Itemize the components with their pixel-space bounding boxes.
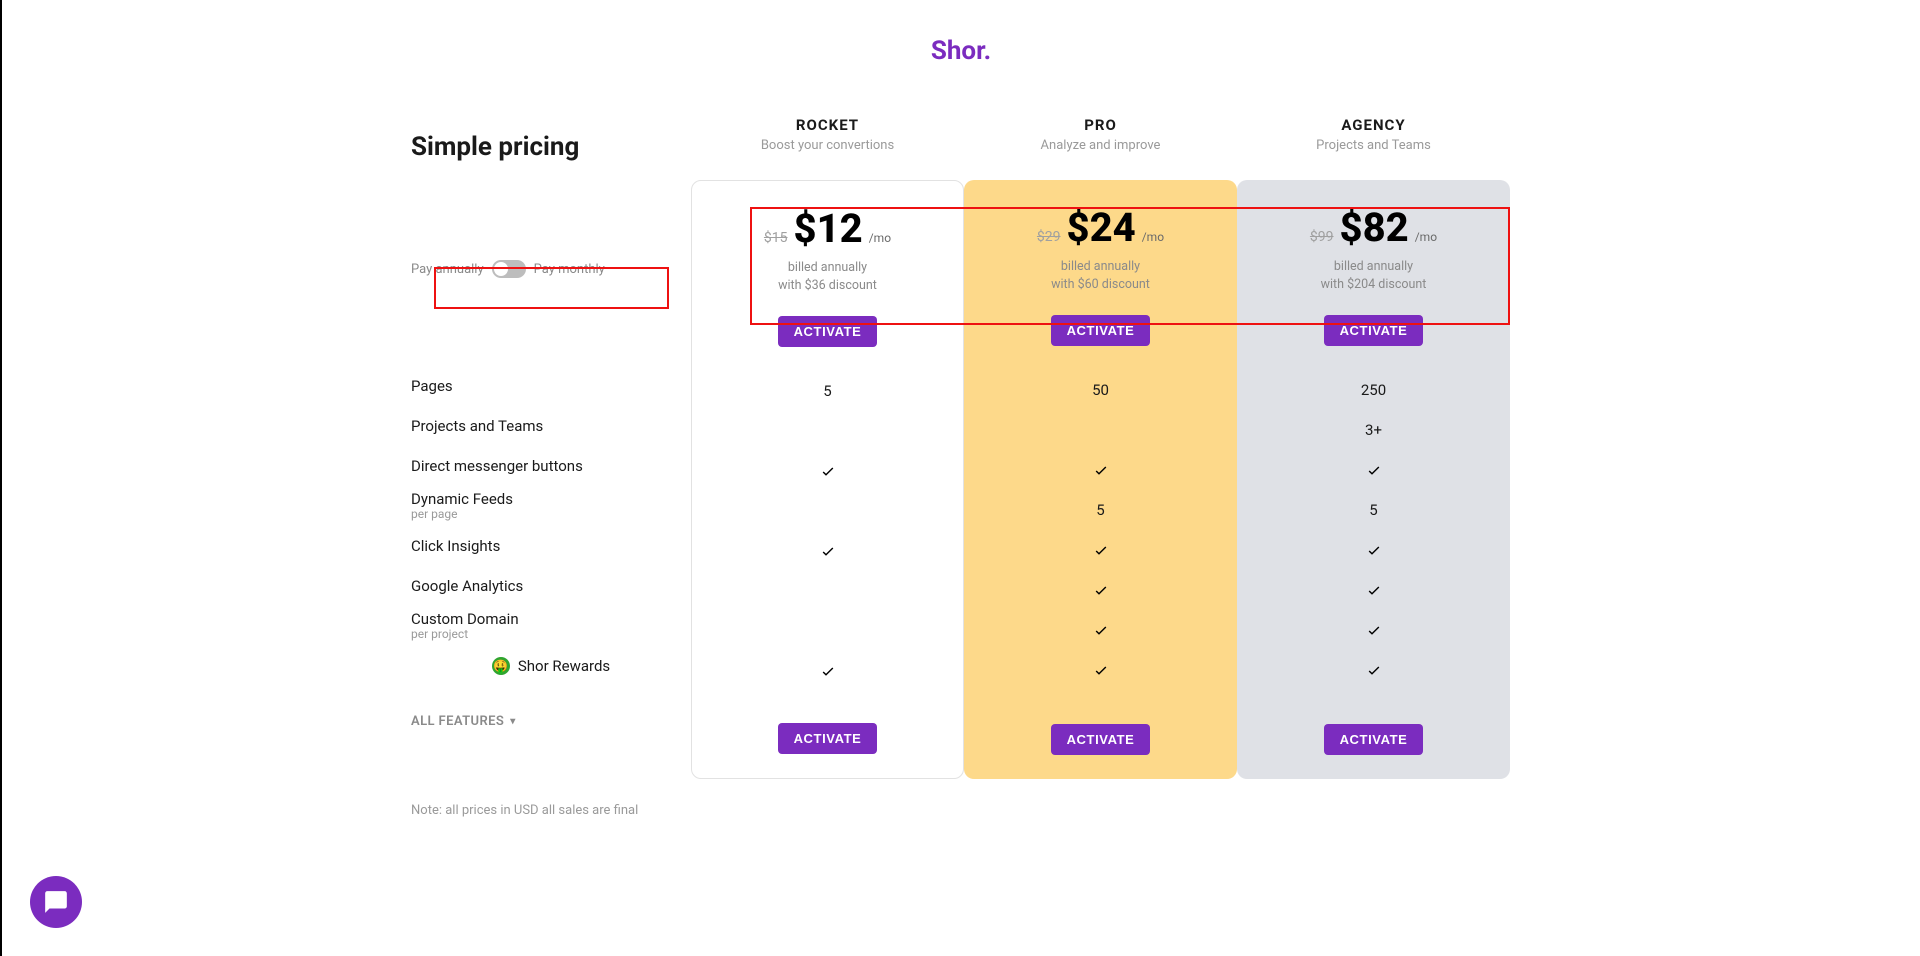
old-price: $15 bbox=[764, 230, 788, 246]
plan-name: ROCKET bbox=[691, 116, 964, 134]
feature-value-check bbox=[982, 610, 1219, 650]
feature-sublabel: per project bbox=[411, 628, 691, 641]
pricing-footnote: Note: all prices in USD all sales are fi… bbox=[411, 803, 1511, 818]
plan-values: 50 5 bbox=[982, 370, 1219, 690]
feature-custom-domain: Custom Domain per project bbox=[411, 606, 691, 646]
feature-value-check bbox=[1255, 570, 1492, 610]
feature-value-check bbox=[710, 651, 945, 691]
feature-label: Shor Rewards bbox=[518, 657, 610, 675]
plan-tagline: Projects and Teams bbox=[1237, 138, 1510, 153]
activate-button-bottom[interactable]: ACTIVATE bbox=[1051, 724, 1151, 755]
chevron-down-icon: ▾ bbox=[510, 716, 515, 727]
plan-values: 2503+ 5 bbox=[1255, 370, 1492, 690]
feature-sublabel: per page bbox=[411, 508, 691, 521]
brand-logo: Shor. bbox=[2, 0, 1920, 66]
feature-value: 5 bbox=[1255, 490, 1492, 530]
feature-value-check bbox=[710, 531, 945, 571]
price: $12 bbox=[794, 209, 863, 249]
feature-value: 50 bbox=[982, 370, 1219, 410]
price-block: $29 $24/mo bbox=[982, 208, 1219, 248]
plan-head-rocket: ROCKET Boost your convertions bbox=[691, 116, 964, 153]
feature-label: Click Insights bbox=[411, 537, 691, 555]
feature-dynamic-feeds: Dynamic Feeds per page bbox=[411, 486, 691, 526]
price-period: /mo bbox=[1142, 230, 1164, 244]
price-period: /mo bbox=[869, 231, 891, 245]
plan-name: AGENCY bbox=[1237, 116, 1510, 134]
page-title: Simple pricing bbox=[411, 132, 691, 162]
feature-value-check bbox=[1255, 650, 1492, 690]
money-face-icon: 🤑 bbox=[492, 657, 510, 675]
old-price: $99 bbox=[1310, 229, 1334, 245]
price-block: $15 $12/mo bbox=[710, 209, 945, 249]
feature-value-check bbox=[1255, 610, 1492, 650]
side-column: Pay annually Pay monthly Pages Projects … bbox=[411, 180, 691, 779]
feature-label: Dynamic Feeds bbox=[411, 490, 691, 508]
feature-value-check bbox=[982, 650, 1219, 690]
feature-value-check bbox=[1255, 450, 1492, 490]
feature-value: 5 bbox=[982, 490, 1219, 530]
plan-values: 5 bbox=[710, 371, 945, 691]
activate-button[interactable]: ACTIVATE bbox=[1324, 315, 1424, 346]
feature-label: Direct messenger buttons bbox=[411, 457, 691, 475]
pricing-container: Simple pricing ROCKET Boost your convert… bbox=[411, 116, 1511, 818]
all-features-label: ALL FEATURES bbox=[411, 714, 504, 729]
feature-pages: Pages bbox=[411, 366, 691, 406]
feature-value bbox=[710, 571, 945, 611]
feature-label: Projects and Teams bbox=[411, 417, 691, 435]
plan-header-row: Simple pricing ROCKET Boost your convert… bbox=[411, 116, 1511, 162]
feature-value-check bbox=[982, 450, 1219, 490]
price: $24 bbox=[1067, 208, 1136, 248]
billing-note: billed annuallywith $204 discount bbox=[1255, 258, 1492, 293]
old-price: $29 bbox=[1037, 229, 1061, 245]
feature-value-check bbox=[982, 530, 1219, 570]
plan-tagline: Analyze and improve bbox=[964, 138, 1237, 153]
feature-messenger: Direct messenger buttons bbox=[411, 446, 691, 486]
activate-button[interactable]: ACTIVATE bbox=[1051, 315, 1151, 346]
feature-shor-rewards: 🤑 Shor Rewards bbox=[411, 646, 691, 686]
plan-head-pro: PRO Analyze and improve bbox=[964, 116, 1237, 153]
billing-toggle[interactable] bbox=[492, 260, 526, 278]
feature-value bbox=[710, 491, 945, 531]
activate-button[interactable]: ACTIVATE bbox=[778, 316, 878, 347]
price: $82 bbox=[1340, 208, 1409, 248]
plan-card-rocket: $15 $12/mo billed annuallywith $36 discoun… bbox=[691, 180, 964, 779]
feature-google-analytics: Google Analytics bbox=[411, 566, 691, 606]
feature-label: Custom Domain bbox=[411, 610, 691, 628]
feature-value bbox=[982, 410, 1219, 450]
feature-value: 5 bbox=[710, 371, 945, 411]
billing-note: billed annuallywith $36 discount bbox=[710, 259, 945, 294]
plan-tagline: Boost your convertions bbox=[691, 138, 964, 153]
feature-click-insights: Click Insights bbox=[411, 526, 691, 566]
feature-value-check bbox=[982, 570, 1219, 610]
activate-button-bottom[interactable]: ACTIVATE bbox=[1324, 724, 1424, 755]
chat-icon bbox=[43, 889, 69, 915]
feature-label: Pages bbox=[411, 377, 691, 395]
price-period: /mo bbox=[1415, 230, 1437, 244]
feature-label: Google Analytics bbox=[411, 577, 691, 595]
feature-value: 3+ bbox=[1255, 410, 1492, 450]
plan-card-pro: $29 $24/mo billed annuallywith $60 discoun… bbox=[964, 180, 1237, 779]
feature-value bbox=[710, 411, 945, 451]
all-features-toggle[interactable]: ALL FEATURES ▾ bbox=[411, 714, 691, 729]
pricing-body: Pay annually Pay monthly Pages Projects … bbox=[411, 180, 1511, 779]
plan-head-agency: AGENCY Projects and Teams bbox=[1237, 116, 1510, 153]
plan-cards-row: $15 $12/mo billed annuallywith $36 discoun… bbox=[691, 180, 1510, 779]
toggle-label-annually: Pay annually bbox=[411, 262, 484, 277]
feature-value-check bbox=[710, 451, 945, 491]
plan-name: PRO bbox=[964, 116, 1237, 134]
feature-value bbox=[710, 611, 945, 651]
feature-projects-teams: Projects and Teams bbox=[411, 406, 691, 446]
plan-card-agency: $99 $82/mo billed annuallywith $204 discou… bbox=[1237, 180, 1510, 779]
activate-button-bottom[interactable]: ACTIVATE bbox=[778, 723, 878, 754]
chat-launcher-button[interactable] bbox=[30, 876, 82, 928]
feature-value-check bbox=[1255, 530, 1492, 570]
toggle-label-monthly: Pay monthly bbox=[534, 262, 605, 277]
billing-toggle-wrap: Pay annually Pay monthly bbox=[411, 260, 691, 278]
feature-value: 250 bbox=[1255, 370, 1492, 410]
billing-note: billed annuallywith $60 discount bbox=[982, 258, 1219, 293]
features-list: Pages Projects and Teams Direct messenge… bbox=[411, 366, 691, 686]
price-block: $99 $82/mo bbox=[1255, 208, 1492, 248]
